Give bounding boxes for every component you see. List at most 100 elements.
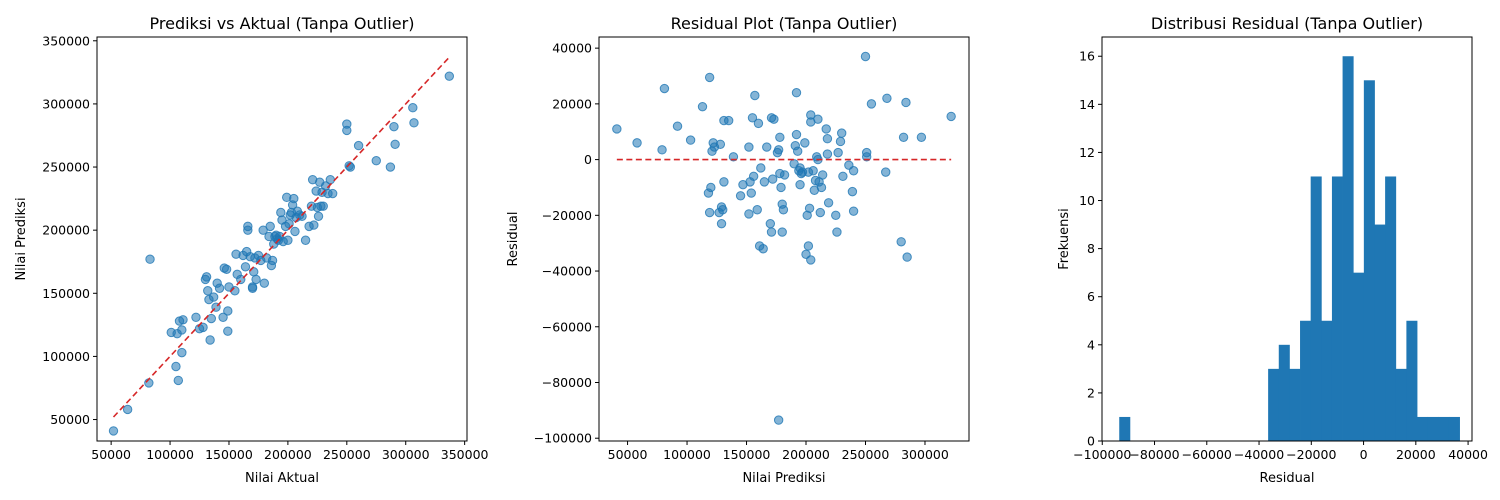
histogram-bar bbox=[1278, 344, 1290, 441]
y-tick-label: 6 bbox=[1087, 289, 1095, 304]
data-point bbox=[766, 227, 777, 237]
x-tick-label: 100000 bbox=[663, 447, 711, 462]
data-point bbox=[822, 149, 833, 159]
x-tick-label: 200000 bbox=[264, 447, 312, 462]
data-point bbox=[896, 237, 906, 247]
y-tick-label: 0 bbox=[584, 152, 592, 167]
data-point bbox=[778, 205, 789, 215]
y-tick-label: 0 bbox=[1087, 434, 1095, 449]
data-point bbox=[753, 118, 764, 129]
histogram-bar bbox=[1374, 224, 1386, 441]
data-point bbox=[251, 274, 261, 285]
chart-title: Distribusi Residual (Tanpa Outlier) bbox=[1151, 14, 1423, 33]
plot-marks bbox=[612, 51, 956, 425]
y-tick-label: −100000 bbox=[534, 431, 592, 446]
x-tick-label: 40000 bbox=[1448, 447, 1488, 462]
data-point bbox=[800, 138, 810, 148]
histogram-bar bbox=[1395, 368, 1407, 441]
data-point bbox=[916, 132, 927, 143]
y-tick-label: 40000 bbox=[552, 41, 592, 56]
x-tick-label: 20000 bbox=[1396, 447, 1436, 462]
data-point bbox=[816, 182, 827, 193]
axis-ticks: 50000 100000 150000 200000 250000 300000−1000… bbox=[534, 41, 949, 462]
data-point bbox=[300, 235, 311, 245]
data-point bbox=[806, 110, 816, 120]
data-point bbox=[390, 139, 400, 150]
data-point bbox=[177, 347, 187, 358]
histogram-bar bbox=[1406, 320, 1418, 441]
data-point bbox=[283, 235, 293, 245]
chart-title: Residual Plot (Tanpa Outlier) bbox=[671, 14, 898, 33]
data-point bbox=[747, 113, 758, 123]
data-point bbox=[632, 138, 642, 148]
data-point bbox=[342, 125, 352, 136]
data-point bbox=[768, 174, 778, 184]
y-tick-label: 250000 bbox=[42, 160, 90, 175]
data-point bbox=[882, 93, 892, 104]
x-tick-label: 150000 bbox=[723, 447, 771, 462]
x-tick-label: −100000 bbox=[1073, 447, 1131, 462]
y-axis-label: Residual bbox=[506, 212, 521, 267]
plot-frame bbox=[1101, 36, 1473, 442]
data-point bbox=[208, 292, 219, 302]
histogram-bar bbox=[1448, 416, 1460, 441]
x-tick-label: −20000 bbox=[1286, 447, 1336, 462]
data-point bbox=[719, 177, 729, 187]
data-point bbox=[779, 170, 790, 180]
y-axis-label: Nilai Prediksi bbox=[14, 197, 29, 280]
histogram-bar bbox=[1342, 56, 1354, 442]
data-point bbox=[685, 135, 696, 145]
plot-marks bbox=[108, 55, 455, 436]
data-point bbox=[243, 221, 253, 232]
data-point bbox=[806, 255, 816, 265]
data-point bbox=[759, 177, 770, 187]
chart-title: Prediksi vs Aktual (Tanpa Outlier) bbox=[150, 14, 415, 33]
data-point bbox=[762, 142, 772, 152]
data-point bbox=[178, 315, 188, 325]
data-point bbox=[612, 124, 622, 134]
data-point bbox=[171, 361, 181, 372]
data-point bbox=[744, 209, 754, 219]
data-point bbox=[821, 124, 831, 134]
data-point bbox=[795, 179, 805, 190]
x-tick-label: 50000 bbox=[608, 447, 648, 462]
data-point bbox=[804, 203, 815, 214]
y-tick-label: 20000 bbox=[552, 96, 592, 111]
y-tick-label: 350000 bbox=[42, 33, 90, 48]
x-tick-label: 300000 bbox=[382, 447, 430, 462]
data-point bbox=[860, 51, 871, 62]
y-tick-label: 100000 bbox=[42, 349, 90, 364]
data-point bbox=[145, 254, 155, 264]
histogram-bar bbox=[1289, 368, 1301, 441]
histogram-bar bbox=[1310, 176, 1322, 442]
histogram-bar bbox=[1119, 416, 1131, 441]
data-point bbox=[259, 278, 270, 288]
plot-frame bbox=[96, 36, 468, 442]
scatter-residual-plot: Residual Plot (Tanpa Outlier) Nilai Pred… bbox=[506, 14, 970, 486]
x-tick-label: 150000 bbox=[205, 447, 253, 462]
x-tick-label: −60000 bbox=[1182, 447, 1232, 462]
y-tick-label: 2 bbox=[1087, 385, 1095, 400]
data-point bbox=[385, 162, 396, 172]
data-point bbox=[353, 140, 364, 151]
data-point bbox=[203, 286, 213, 296]
y-tick-label: −40000 bbox=[542, 264, 592, 279]
data-point bbox=[697, 101, 708, 112]
data-point bbox=[108, 426, 119, 436]
data-point bbox=[881, 167, 891, 177]
y-tick-label: 16 bbox=[1079, 49, 1095, 64]
x-axis-label: Residual bbox=[1260, 471, 1315, 486]
data-point bbox=[813, 114, 823, 124]
data-point bbox=[240, 262, 251, 272]
data-point bbox=[817, 170, 828, 180]
data-point bbox=[191, 312, 201, 322]
data-point bbox=[247, 282, 258, 292]
data-point bbox=[289, 193, 299, 204]
data-point bbox=[715, 139, 726, 149]
data-point bbox=[318, 201, 328, 211]
data-point bbox=[327, 188, 338, 199]
data-point bbox=[735, 191, 746, 201]
data-point bbox=[218, 312, 228, 322]
reference-line bbox=[112, 55, 452, 418]
data-point bbox=[718, 205, 728, 215]
